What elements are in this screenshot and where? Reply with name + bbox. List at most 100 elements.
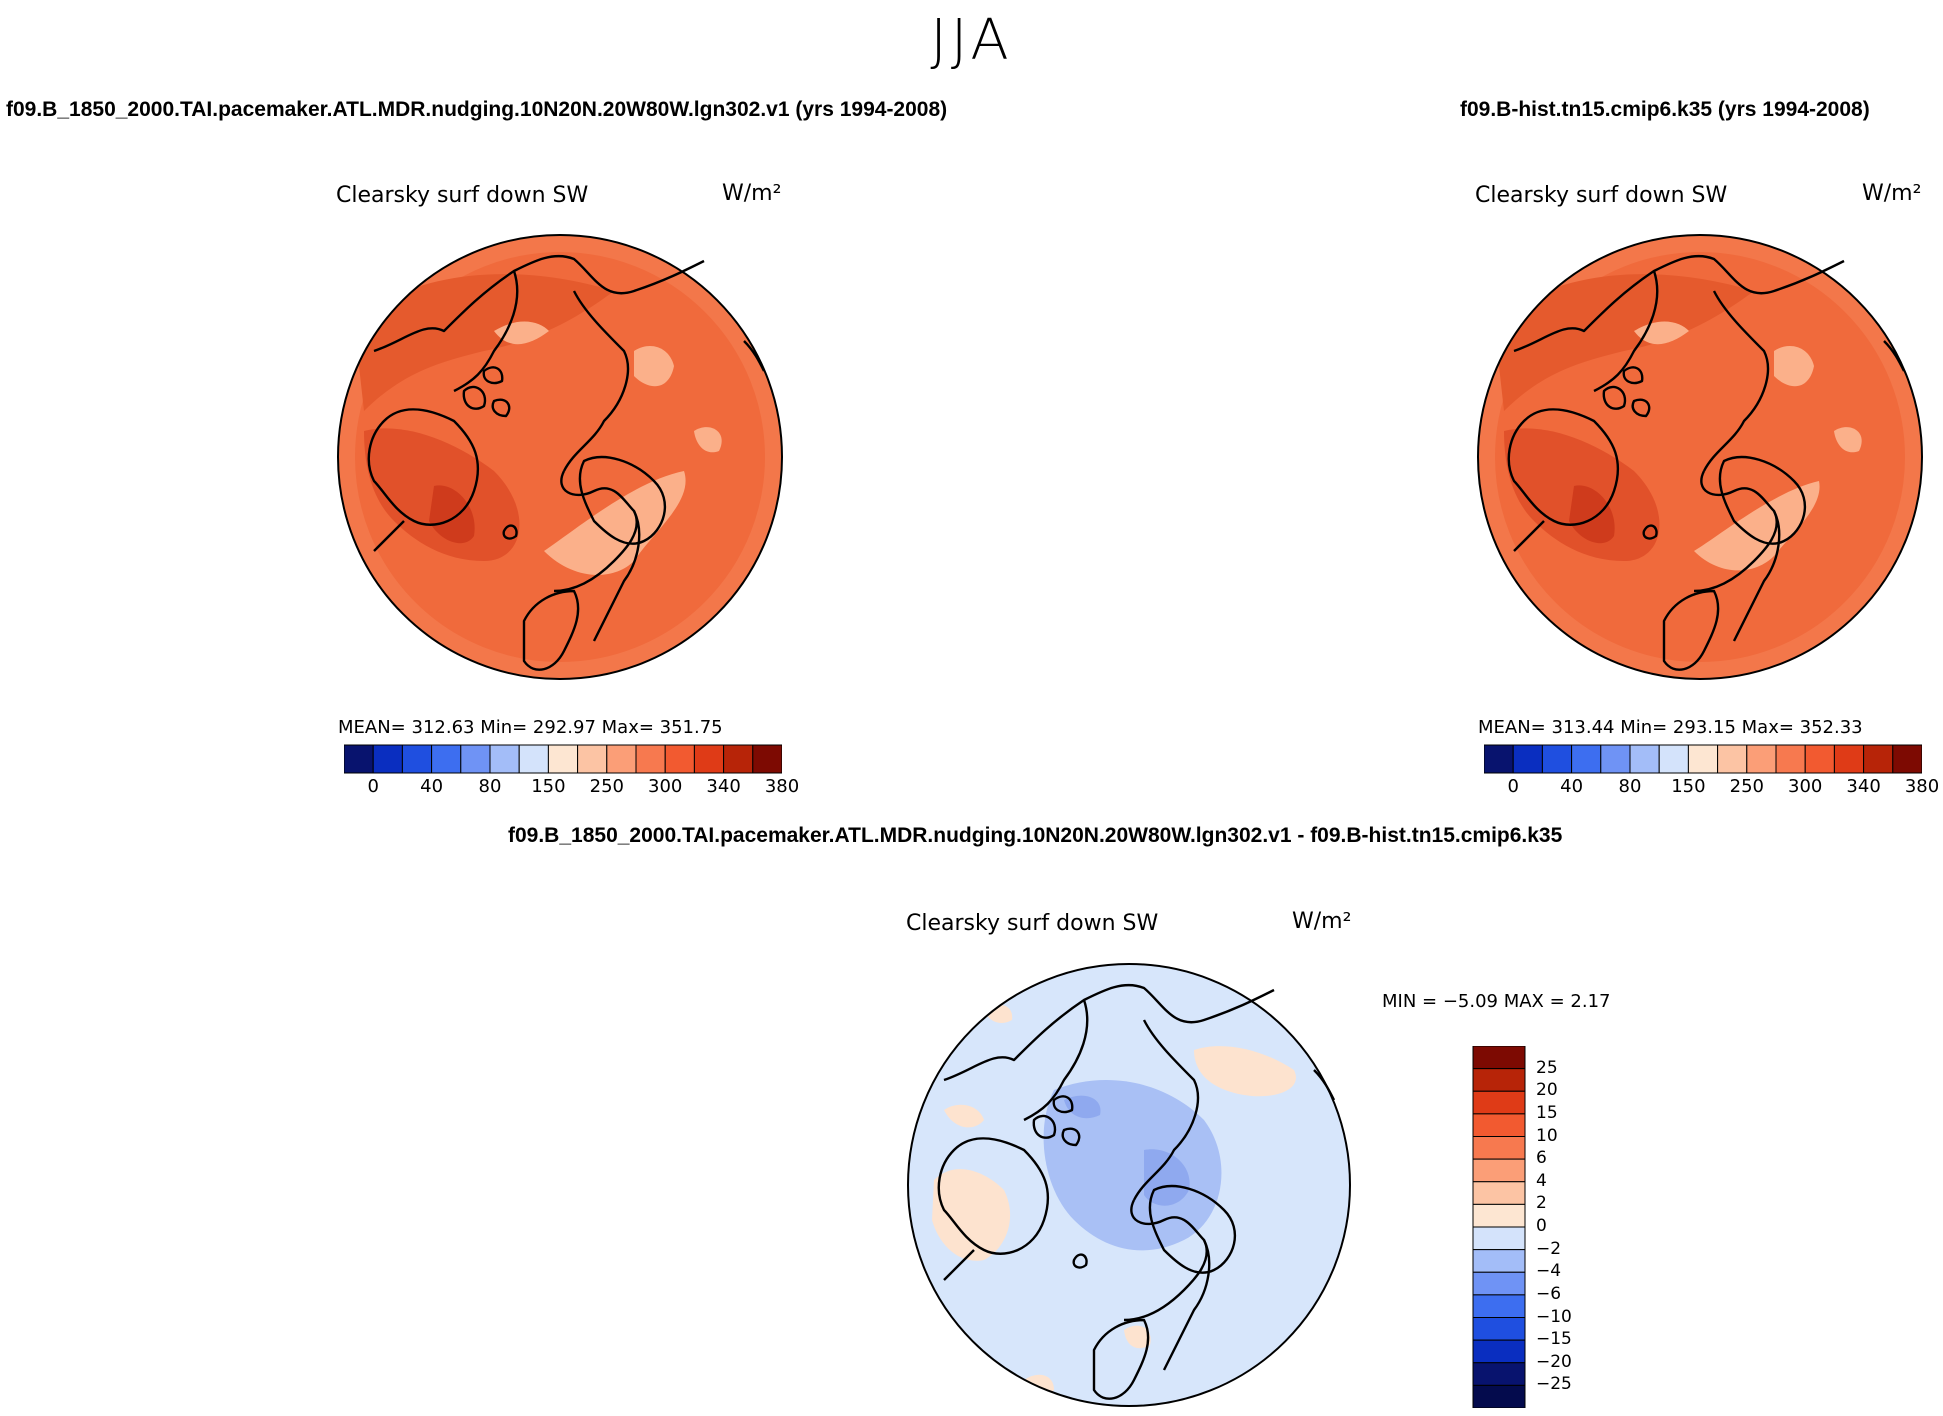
colorbar-swatch bbox=[1472, 1226, 1526, 1251]
colorbar-swatch bbox=[1472, 1294, 1526, 1319]
colorbar-tick-label: −15 bbox=[1536, 1329, 1572, 1350]
colorbar-swatch bbox=[1833, 744, 1865, 774]
colorbar-tick-label: −20 bbox=[1536, 1351, 1572, 1372]
colorbar-tick-label: −10 bbox=[1536, 1306, 1572, 1327]
panel2-stats: MEAN= 313.44 Min= 293.15 Max= 352.33 bbox=[1478, 717, 1863, 738]
colorbar-tick-label: −4 bbox=[1536, 1261, 1562, 1282]
colorbar-swatch bbox=[1472, 1271, 1526, 1296]
colorbar-tick-label: −6 bbox=[1536, 1283, 1562, 1304]
panel3-case-title: f09.B_1850_2000.TAI.pacemaker.ATL.MDR.nu… bbox=[508, 824, 1563, 847]
colorbar-swatch bbox=[489, 744, 520, 774]
colorbar-tick-label: 0 bbox=[367, 776, 379, 797]
colorbar-swatch bbox=[1658, 744, 1689, 774]
colorbar-swatch bbox=[518, 744, 549, 774]
panel1-map-border bbox=[337, 234, 783, 680]
colorbar-tick-label: 0 bbox=[1536, 1216, 1547, 1236]
colorbar-tick-label: 300 bbox=[1788, 776, 1823, 797]
panel2-case-title: f09.B-hist.tn15.cmip6.k35 (yrs 1994-2008… bbox=[1460, 98, 1870, 121]
colorbar-swatch bbox=[431, 744, 462, 774]
panel3-colorbar-ticks: 25 20 15 10 6 4 2 0 −2 −4 −6 −10 −15 −20 −25 bbox=[1536, 1046, 1596, 1408]
colorbar-tick-label: 80 bbox=[1618, 776, 1642, 797]
panel2-colorbar bbox=[1484, 744, 1922, 774]
colorbar-swatch bbox=[460, 744, 491, 774]
panel1-colorbar-ticks: 0 40 80 150 250 300 340 380 bbox=[344, 776, 799, 800]
colorbar-tick-label: −25 bbox=[1536, 1374, 1572, 1395]
panel2-variable-label: Clearsky surf down SW bbox=[1475, 183, 1728, 208]
season-title: JJA bbox=[930, 8, 1013, 73]
colorbar-swatch bbox=[547, 744, 579, 774]
colorbar-swatch bbox=[1472, 1384, 1526, 1408]
colorbar-tick-label: 15 bbox=[1536, 1102, 1558, 1123]
colorbar-tick-label: 80 bbox=[478, 776, 502, 797]
colorbar-swatch bbox=[1629, 744, 1660, 774]
panel1-variable-label: Clearsky surf down SW bbox=[336, 183, 589, 208]
colorbar-tick-label: −2 bbox=[1536, 1238, 1562, 1259]
colorbar-swatch bbox=[1687, 744, 1719, 774]
colorbar-swatch bbox=[693, 744, 725, 774]
panel3-stats: MIN = −5.09 MAX = 2.17 bbox=[1382, 991, 1611, 1012]
colorbar-swatch bbox=[1472, 1046, 1526, 1070]
colorbar-swatch bbox=[664, 744, 695, 774]
panel3-map-border bbox=[907, 963, 1351, 1407]
colorbar-swatch bbox=[1512, 744, 1543, 774]
panel1-region-deep bbox=[354, 274, 614, 411]
colorbar-tick-label: 380 bbox=[1904, 776, 1940, 797]
panel2-polar-map bbox=[1477, 234, 1923, 680]
colorbar-swatch bbox=[1863, 744, 1894, 774]
panel1-units-label: W/m² bbox=[722, 181, 782, 206]
panel3-region-positive bbox=[932, 1169, 1011, 1261]
panel3-coastlines bbox=[937, 983, 1336, 1400]
colorbar-swatch bbox=[1472, 1362, 1526, 1386]
colorbar-tick-label: 250 bbox=[589, 776, 624, 797]
colorbar-swatch bbox=[1541, 744, 1573, 774]
colorbar-tick-label: 250 bbox=[1729, 776, 1764, 797]
colorbar-swatch bbox=[606, 744, 637, 774]
colorbar-swatch bbox=[723, 744, 754, 774]
colorbar-tick-label: 340 bbox=[706, 776, 741, 797]
colorbar-tick-label: 40 bbox=[420, 776, 444, 797]
colorbar-swatch bbox=[1472, 1317, 1526, 1341]
colorbar-tick-label: 0 bbox=[1507, 776, 1519, 797]
colorbar-swatch bbox=[1472, 1113, 1526, 1138]
colorbar-swatch bbox=[1717, 744, 1748, 774]
colorbar-swatch bbox=[1472, 1158, 1526, 1183]
colorbar-tick-label: 340 bbox=[1846, 776, 1881, 797]
panel2-map-border bbox=[1477, 234, 1923, 680]
panel1-polar-map bbox=[337, 234, 783, 680]
colorbar-tick-label: 25 bbox=[1536, 1057, 1558, 1078]
colorbar-swatch bbox=[1600, 744, 1631, 774]
panel1-case-title: f09.B_1850_2000.TAI.pacemaker.ATL.MDR.nu… bbox=[6, 98, 948, 121]
panel3-units-label: W/m² bbox=[1292, 909, 1352, 934]
panel3-polar-map bbox=[907, 963, 1351, 1407]
colorbar-swatch bbox=[1472, 1203, 1526, 1228]
panel1-coastlines bbox=[367, 254, 766, 671]
colorbar-swatch bbox=[1472, 1068, 1526, 1092]
colorbar-swatch bbox=[1484, 744, 1514, 774]
colorbar-swatch bbox=[1746, 744, 1777, 774]
colorbar-swatch bbox=[1472, 1339, 1526, 1364]
colorbar-swatch bbox=[372, 744, 403, 774]
colorbar-swatch bbox=[344, 744, 374, 774]
panel3-variable-label: Clearsky surf down SW bbox=[906, 911, 1159, 936]
colorbar-tick-label: 150 bbox=[531, 776, 566, 797]
colorbar-tick-label: 20 bbox=[1536, 1080, 1558, 1101]
panel2-units-label: W/m² bbox=[1862, 181, 1922, 206]
colorbar-swatch bbox=[1472, 1181, 1526, 1205]
colorbar-tick-label: 10 bbox=[1536, 1125, 1558, 1146]
colorbar-swatch bbox=[1472, 1090, 1526, 1115]
colorbar-tick-label: 300 bbox=[648, 776, 683, 797]
colorbar-tick-label: 6 bbox=[1536, 1148, 1547, 1169]
panel3-colorbar bbox=[1472, 1046, 1526, 1408]
colorbar-swatch bbox=[401, 744, 433, 774]
colorbar-tick-label: 40 bbox=[1560, 776, 1584, 797]
colorbar-swatch bbox=[1775, 744, 1806, 774]
colorbar-swatch bbox=[1804, 744, 1835, 774]
colorbar-tick-label: 2 bbox=[1536, 1193, 1547, 1214]
colorbar-swatch bbox=[1472, 1136, 1526, 1160]
colorbar-swatch bbox=[1892, 744, 1922, 774]
colorbar-swatch bbox=[635, 744, 666, 774]
panel3-region-negative bbox=[1043, 1080, 1222, 1251]
panel2-region-deep bbox=[1494, 274, 1754, 411]
panel2-colorbar-ticks: 0 40 80 150 250 300 340 380 bbox=[1484, 776, 1939, 800]
panel1-colorbar bbox=[344, 744, 782, 774]
